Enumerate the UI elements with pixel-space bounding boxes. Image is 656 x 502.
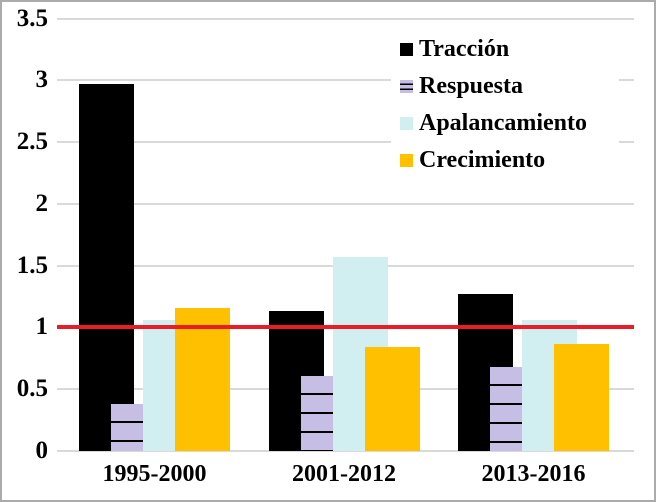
legend-label: Crecimiento [419,147,546,173]
y-tick-label: 0.5 [16,375,48,403]
gridline-y2.5 [57,141,634,144]
y-tick-label: 2.5 [16,128,48,156]
legend-swatch-icon [400,80,413,93]
legend-label: Respuesta [419,73,524,99]
bar-crecimiento-2001-2012 [364,347,420,451]
y-tick-label: 1.5 [16,251,48,279]
legend-swatch-icon [400,43,413,56]
y-tick-label: 0 [35,437,49,464]
x-tick-label-2013-2016: 2013-2016 [481,461,586,487]
legend-item-tracción: Tracción [391,31,619,68]
legend-swatch-icon [400,154,413,167]
y-tick-label: 2 [35,189,49,217]
reference-line-y1 [57,325,634,330]
legend-label: Apalancamiento [419,110,587,136]
x-tick-label-1995-2000: 1995-2000 [102,461,207,487]
gridline-y3 [57,79,634,82]
bar-crecimiento-1995-2000 [175,307,230,451]
legend: Tracción Respuesta Apalancamiento Crecimien… [391,31,619,179]
gridline-y3.5 [57,17,634,20]
legend-swatch-icon [400,117,413,130]
legend-item-respuesta: Respuesta [391,68,619,105]
legend-item-apalancamiento: Apalancamiento [391,105,619,142]
y-tick-label: 3.5 [16,4,48,32]
gridline-y0 [57,450,634,452]
bar-crecimiento-2013-2016 [554,343,609,451]
legend-item-crecimiento: Crecimiento [391,142,619,179]
y-tick-label: 3 [35,66,49,94]
x-tick-label-2001-2012: 2001-2012 [292,461,396,487]
gridline-y2 [57,202,634,205]
legend-label: Tracción [419,36,510,62]
y-tick-label: 1 [35,313,49,341]
bar-tracción-1995-2000 [79,84,134,451]
